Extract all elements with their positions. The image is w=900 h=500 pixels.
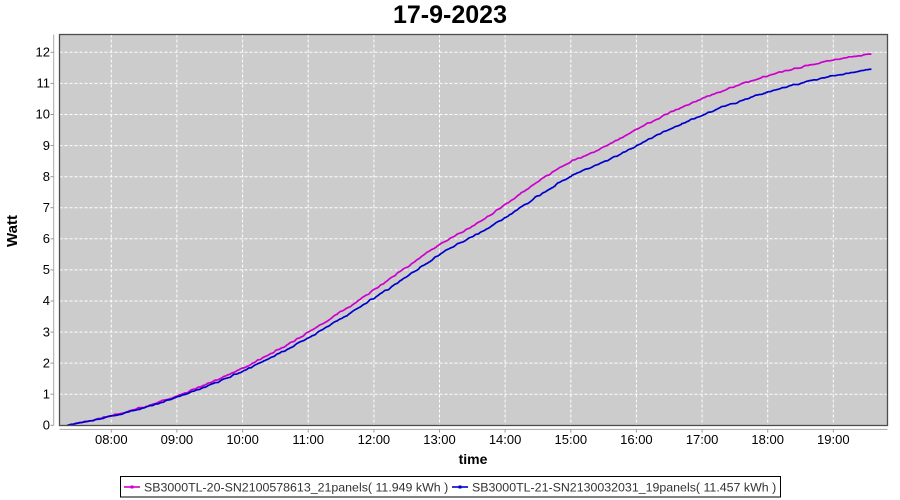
svg-text:6: 6 bbox=[43, 231, 50, 246]
svg-text:1: 1 bbox=[43, 386, 50, 401]
svg-text:4: 4 bbox=[43, 293, 50, 308]
svg-text:10:00: 10:00 bbox=[226, 432, 259, 447]
svg-text:11:00: 11:00 bbox=[292, 432, 324, 447]
svg-text:14:00: 14:00 bbox=[489, 432, 522, 447]
svg-text:9: 9 bbox=[43, 138, 50, 153]
svg-text:0: 0 bbox=[43, 418, 50, 433]
svg-text:Watt: Watt bbox=[4, 215, 21, 247]
svg-text:16:00: 16:00 bbox=[620, 432, 653, 447]
svg-text:15:00: 15:00 bbox=[555, 432, 588, 447]
svg-text:SB3000TL-20-SN2100578613_21pan: SB3000TL-20-SN2100578613_21panels( 11.94… bbox=[144, 481, 448, 495]
svg-text:2: 2 bbox=[43, 355, 50, 370]
svg-text:SB3000TL-21-SN2130032031_19pan: SB3000TL-21-SN2130032031_19panels( 11.45… bbox=[472, 481, 776, 495]
svg-text:08:00: 08:00 bbox=[95, 432, 128, 447]
svg-text:8: 8 bbox=[43, 169, 50, 184]
svg-text:5: 5 bbox=[43, 262, 50, 277]
svg-text:09:00: 09:00 bbox=[161, 432, 194, 447]
svg-text:10: 10 bbox=[36, 107, 50, 122]
svg-text:12:00: 12:00 bbox=[358, 432, 391, 447]
svg-text:17-9-2023: 17-9-2023 bbox=[393, 1, 507, 29]
svg-text:7: 7 bbox=[43, 200, 50, 215]
svg-text:18:00: 18:00 bbox=[751, 432, 784, 447]
svg-text:13:00: 13:00 bbox=[423, 432, 456, 447]
svg-text:19:00: 19:00 bbox=[817, 432, 850, 447]
svg-text:12: 12 bbox=[36, 45, 50, 60]
svg-text:11: 11 bbox=[37, 76, 51, 91]
svg-text:time: time bbox=[459, 451, 488, 467]
svg-text:3: 3 bbox=[43, 324, 50, 339]
svg-text:17:00: 17:00 bbox=[686, 432, 719, 447]
